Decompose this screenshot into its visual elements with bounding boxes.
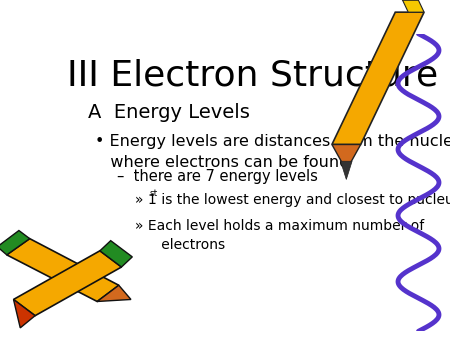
Polygon shape (14, 251, 122, 316)
Text: » 1: » 1 (135, 193, 157, 207)
Polygon shape (100, 241, 132, 267)
Polygon shape (341, 161, 352, 179)
Polygon shape (97, 285, 131, 301)
Text: III Electron Structure: III Electron Structure (67, 59, 438, 93)
Text: is the lowest energy and closest to nucleus: is the lowest energy and closest to nucl… (157, 193, 450, 207)
Polygon shape (332, 145, 361, 170)
Polygon shape (332, 12, 424, 145)
Polygon shape (402, 0, 424, 12)
Text: A  Energy Levels: A Energy Levels (88, 103, 249, 122)
Text: st: st (149, 189, 158, 198)
Polygon shape (7, 239, 119, 301)
Polygon shape (14, 299, 35, 328)
Text: » Each level holds a maximum number of
      electrons: » Each level holds a maximum number of e… (135, 219, 424, 252)
Text: –  there are 7 energy levels: – there are 7 energy levels (117, 169, 318, 185)
Text: • Energy levels are distances from the nucleus
   where electrons can be found: • Energy levels are distances from the n… (94, 134, 450, 170)
Polygon shape (0, 231, 30, 255)
